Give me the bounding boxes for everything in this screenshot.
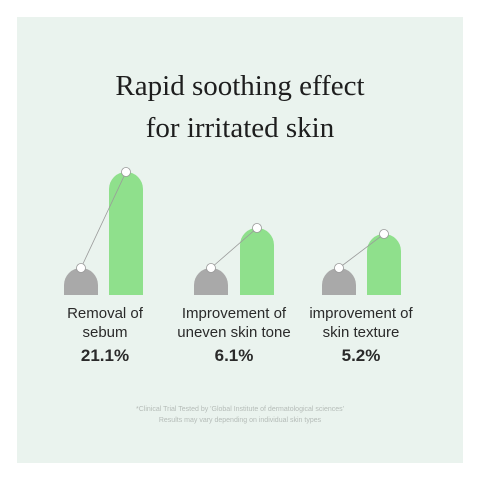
item-label: skin texture — [323, 324, 400, 341]
item-value: 5.2% — [342, 346, 381, 365]
item-label: uneven skin tone — [177, 324, 290, 341]
footnote: *Clinical Trial Tested by 'Global Instit… — [136, 406, 344, 413]
marker — [334, 263, 344, 273]
connector — [338, 233, 385, 269]
item-value: 21.1% — [81, 346, 129, 365]
after-bar — [367, 234, 401, 295]
after-bar — [109, 172, 143, 295]
title-line: for irritated skin — [146, 112, 335, 144]
item-label: improvement of — [309, 305, 413, 322]
after-bar — [240, 228, 274, 295]
marker — [76, 263, 86, 273]
title-line: Rapid soothing effect — [115, 70, 364, 102]
item-label: Improvement of — [182, 305, 287, 322]
before-bar — [64, 268, 98, 295]
connector — [210, 227, 258, 269]
marker — [206, 263, 216, 273]
footnote: Results may vary depending on individual… — [159, 417, 322, 424]
marker — [121, 167, 131, 177]
marker — [252, 223, 262, 233]
before-bar — [194, 268, 228, 295]
marker — [379, 229, 389, 239]
item-value: 6.1% — [215, 346, 254, 365]
before-bar — [322, 268, 356, 295]
connector — [80, 171, 127, 269]
item-label: Removal of — [67, 305, 144, 322]
item-label: sebum — [82, 324, 127, 341]
